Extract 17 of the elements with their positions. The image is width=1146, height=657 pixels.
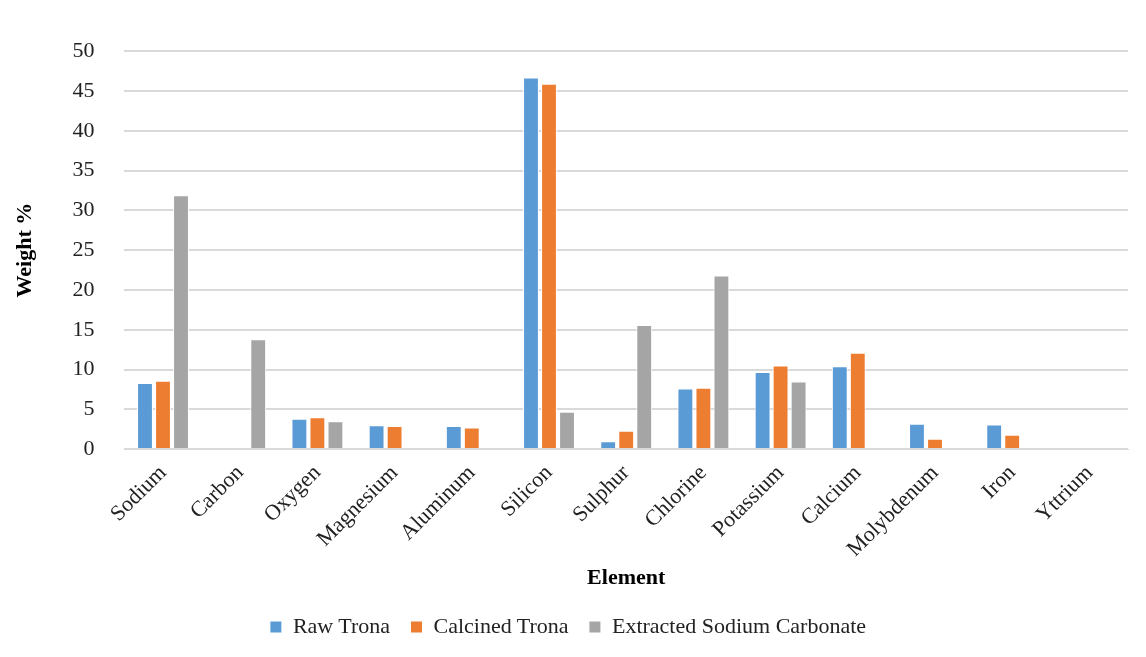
- y-axis-title: Weight %: [10, 202, 36, 298]
- y-tick-label: 15: [72, 315, 95, 341]
- y-tick-label: 40: [72, 116, 95, 142]
- y-tick-label: 35: [72, 156, 95, 182]
- legend-label: Calcined Trona: [433, 612, 569, 638]
- y-tick-label: 0: [83, 434, 95, 460]
- y-tick-label: 5: [83, 395, 95, 421]
- x-axis-title: Element: [587, 564, 666, 590]
- y-tick-label: 25: [72, 235, 95, 261]
- y-tick-label: 50: [72, 36, 95, 62]
- y-tick-label: 30: [72, 196, 95, 222]
- legend-label: Raw Trona: [292, 612, 391, 638]
- legend-label: Extracted Sodium Carbonate: [611, 612, 867, 638]
- y-tick-label: 10: [72, 355, 95, 381]
- y-tick-label: 20: [72, 275, 95, 301]
- x-tick-label: Iron: [976, 459, 1020, 503]
- y-tick-label: 45: [72, 76, 95, 102]
